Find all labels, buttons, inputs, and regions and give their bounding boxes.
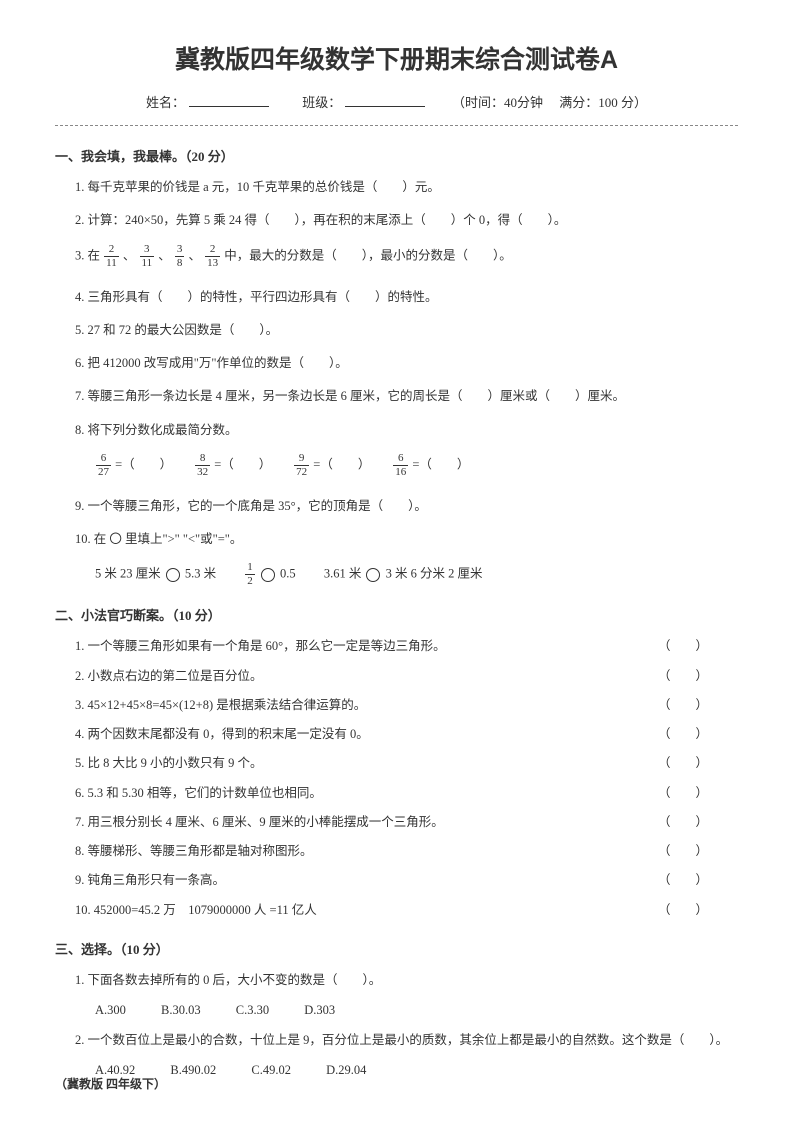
frac-1-2: 12 [245,562,255,587]
frac-3-8: 38 [175,244,185,269]
page-title: 冀教版四年级数学下册期末综合测试卷A [55,40,738,76]
frac-2-13: 213 [205,244,220,269]
frac-8-32: 832 [195,453,210,478]
s2-q1: 1. 一个等腰三角形如果有一个角是 60°，那么它一定是等边三角形。（ ） [55,636,738,657]
s2-q6: 6. 5.3 和 5.30 相等，它们的计数单位也相同。（ ） [55,783,738,804]
s1-q4: 4. 三角形具有（ ）的特性，平行四边形具有（ ）的特性。 [55,287,738,308]
s2-q2: 2. 小数点右边的第二位是百分位。（ ） [55,666,738,687]
frac-6-16: 616 [393,453,408,478]
s2-q3: 3. 45×12+45×8=45×(12+8) 是根据乘法结合律运算的。（ ） [55,695,738,716]
s3-q1-c: C.3.30 [236,1003,269,1018]
s1-q8-fractions: 627 =（ ） 832 =（ ） 972 =（ ） 616 =（ ） [55,453,738,478]
q3-suffix: 中，最大的分数是（ ），最小的分数是（ ）。 [224,248,512,262]
name-label: 姓名： [146,95,185,110]
section1-title: 一、我会填，我最棒。（20 分） [55,146,738,165]
s3-q1-d: D.303 [304,1003,335,1018]
s3-q1-a: A.300 [95,1003,126,1018]
s1-q3: 3. 在 211 、 311 、 38 、 213 中，最大的分数是（ ），最小… [55,244,738,269]
s2-q8: 8. 等腰梯形、等腰三角形都是轴对称图形。（ ） [55,841,738,862]
s2-q5: 5. 比 8 大比 9 小的小数只有 9 个。（ ） [55,753,738,774]
s1-q1: 1. 每千克苹果的价钱是 a 元，10 千克苹果的总价钱是（ ）元。 [55,177,738,198]
s3-q1-options: A.300 B.30.03 C.3.30 D.303 [55,1003,738,1018]
s1-q8: 8. 将下列分数化成最简分数。 [55,420,738,441]
circle-icon [261,568,275,582]
s3-q2-d: D.29.04 [326,1063,366,1078]
s2-q4: 4. 两个因数末尾都没有 0，得到的积末尾一定没有 0。（ ） [55,724,738,745]
s2-q7: 7. 用三根分别长 4 厘米、6 厘米、9 厘米的小棒能摆成一个三角形。（ ） [55,812,738,833]
class-blank [345,106,425,107]
s1-q7: 7. 等腰三角形一条边长是 4 厘米，另一条边长是 6 厘米，它的周长是（ ）厘… [55,386,738,407]
s1-q2: 2. 计算：240×50，先算 5 乘 24 得（ ），再在积的末尾添上（ ）个… [55,210,738,231]
s1-q10: 10. 在 〇 里填上">" "<"或"="。 [55,529,738,550]
class-label: 班级： [302,95,341,110]
s3-q1: 1. 下面各数去掉所有的 0 后，大小不变的数是（ ）。 [55,970,738,991]
q3-prefix: 3. 在 [75,248,100,262]
s2-q9: 9. 钝角三角形只有一条高。（ ） [55,870,738,891]
s1-q9: 9. 一个等腰三角形，它的一个底角是 35°，它的顶角是（ ）。 [55,496,738,517]
footer: （冀教版 四年级下） [55,1075,166,1092]
s2-q10: 10. 452000=45.2 万 1079000000 人 =11 亿人（ ） [55,900,738,921]
full-label: 满分：100 分） [559,95,647,110]
s3-q2-b: B.490.02 [170,1063,216,1078]
frac-3-11: 311 [140,244,155,269]
s1-q10-compare: 5 米 23 厘米 5.3 米 12 0.5 3.61 米 3 米 6 分米 2… [55,562,738,587]
section2-title: 二、小法官巧断案。（10 分） [55,605,738,624]
frac-6-27: 627 [96,453,111,478]
s3-q2: 2. 一个数百位上是最小的合数，十位上是 9，百分位上是最小的质数，其余位上都是… [55,1030,738,1051]
s1-q5: 5. 27 和 72 的最大公因数是（ ）。 [55,320,738,341]
circle-icon [166,568,180,582]
frac-9-72: 972 [294,453,309,478]
frac-2-11: 211 [104,244,119,269]
s3-q1-b: B.30.03 [161,1003,201,1018]
section3-title: 三、选择。（10 分） [55,939,738,958]
circle-icon [366,568,380,582]
divider [55,125,738,126]
header-info: 姓名： 班级： （时间：40分钟 满分：100 分） [55,92,738,111]
name-blank [189,106,269,107]
time-label: （时间：40分钟 [459,95,544,110]
s1-q6: 6. 把 412000 改写成用"万"作单位的数是（ ）。 [55,353,738,374]
s3-q2-c: C.49.02 [251,1063,291,1078]
